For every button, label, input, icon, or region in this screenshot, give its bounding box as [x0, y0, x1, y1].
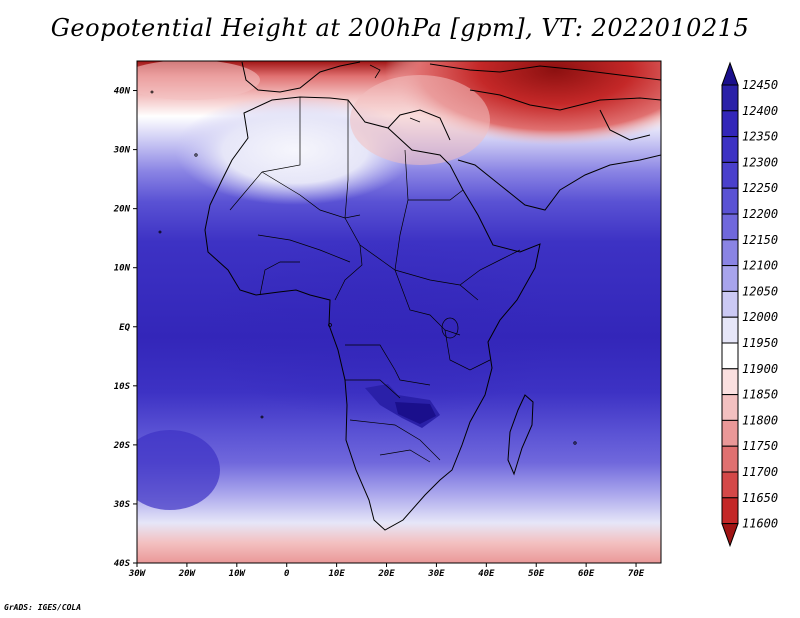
colorbar-swatch: [721, 290, 739, 318]
lon-tick-label: 20E: [377, 569, 395, 579]
lat-tick-label: 20S: [113, 441, 131, 451]
colorbar-label: 12450: [742, 78, 778, 92]
height-field: [137, 61, 661, 563]
lat-tick-label: 30S: [113, 500, 131, 510]
credit-label: GrADS: IGES/COLA: [4, 603, 82, 612]
colorbar-label: 12250: [742, 181, 778, 195]
colorbar-swatch: [721, 187, 739, 215]
colorbar-label: 11600: [742, 517, 778, 531]
colorbar-label: 12050: [742, 284, 778, 298]
colorbar-label: 11700: [742, 465, 778, 479]
colorbar-label: 11800: [742, 413, 778, 427]
colorbar-label: 12200: [742, 207, 778, 221]
colorbar-label: 11950: [742, 336, 778, 350]
coastlines: [204, 61, 661, 531]
colorbar-label: 11650: [742, 491, 778, 505]
lon-tick-label: 60E: [578, 569, 595, 579]
lon-tick-label: 70E: [628, 569, 645, 579]
colorbar-label: 12400: [742, 104, 778, 118]
colorbar-swatch: [721, 265, 739, 292]
lon-tick-label: 0: [284, 569, 290, 579]
longitude-axis: 30W 20W 10W 0 10E 20E 30E 40E 50E 60E 70E: [128, 563, 645, 579]
colorbar-label: 12150: [742, 233, 778, 247]
colorbar-swatch: [721, 342, 739, 370]
colorbar-bottom-arrow: [721, 523, 739, 548]
colorbar-label: 12350: [742, 130, 778, 144]
colorbar-swatch: [721, 445, 739, 473]
lon-tick-label: 10W: [229, 569, 247, 579]
islands: [150, 64, 577, 445]
colorbar-swatch: [721, 213, 739, 241]
colorbar-label: 12000: [742, 310, 778, 324]
lon-tick-label: 30W: [128, 569, 147, 579]
colorbar-swatch: [721, 471, 739, 499]
colorbar-swatch: [721, 368, 739, 396]
colorbar-swatch: [721, 316, 739, 344]
lat-tick-label: 10N: [114, 264, 131, 274]
colorbar-swatch: [721, 110, 739, 138]
lon-tick-label: 40E: [478, 569, 495, 579]
plot-frame: [136, 60, 662, 564]
colorbar-swatch: [721, 497, 739, 525]
lon-tick-label: 20W: [178, 569, 197, 579]
map-title: Geopotential Height at 200hPa [gpm], VT:…: [50, 14, 750, 42]
lon-tick-label: 30E: [427, 569, 445, 579]
colorbar-swatch: [721, 394, 739, 421]
country-borders: [229, 97, 521, 463]
lat-tick-label: 40S: [114, 559, 131, 569]
lon-tick-label: 50E: [528, 569, 545, 579]
lat-tick-label: 30N: [113, 146, 131, 156]
colorbar: 12450 12400 12350 12300 12250 12200 12150 12100…: [721, 61, 778, 548]
colorbar-swatch: [721, 84, 739, 112]
colorbar-swatch: [721, 136, 739, 163]
colorbar-label: 11750: [742, 439, 778, 453]
colorbar-swatch: [721, 419, 739, 447]
lat-tick-label: 40N: [114, 87, 131, 97]
lat-tick-label: EQ: [119, 323, 130, 333]
colorbar-label: 12300: [742, 155, 778, 169]
lat-tick-label: 20N: [113, 205, 131, 215]
colorbar-label: 11900: [742, 362, 778, 376]
colorbar-label: 12100: [742, 259, 778, 273]
colorbar-swatch: [721, 239, 739, 267]
lat-tick-label: 10S: [114, 382, 131, 392]
colorbar-swatch: [721, 161, 739, 189]
colorbar-label: 11850: [742, 388, 778, 402]
latitude-axis: 40N 30N 20N 10N EQ 10S 20S 30S 40S: [113, 87, 137, 569]
lon-tick-label: 10E: [328, 569, 345, 579]
colorbar-top-arrow: [721, 61, 739, 86]
